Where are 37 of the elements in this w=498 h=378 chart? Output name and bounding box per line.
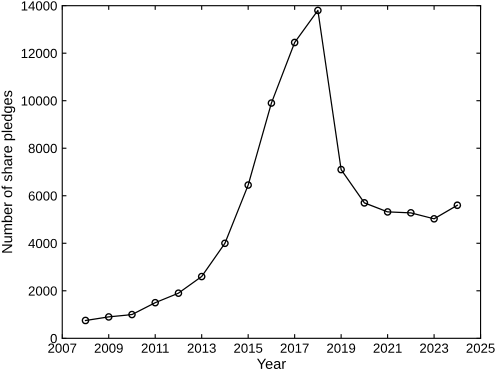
x-tick-label: 2021: [374, 344, 402, 353]
point: [360, 199, 368, 207]
x-tick-label: 2017: [280, 344, 309, 353]
x-axis-title: Year: [256, 358, 286, 369]
y-tick-label: 2000: [28, 286, 57, 296]
point: [151, 298, 160, 306]
point: [128, 310, 136, 318]
point: [290, 38, 298, 46]
point: [174, 289, 182, 297]
x-tick-label: 2025: [466, 344, 495, 353]
x-tick-label: 2019: [327, 344, 356, 353]
point: [198, 272, 206, 280]
y-tick-label: 6000: [28, 191, 57, 201]
x-tick-label: 2023: [420, 344, 448, 353]
y-tick-label: 8000: [28, 144, 57, 154]
point: [82, 316, 90, 324]
y-tick-label: 14000: [22, 1, 57, 11]
x-tick-label: 2007: [48, 344, 76, 353]
y-axis-title: Number of share pledges: [2, 90, 16, 253]
point: [430, 214, 438, 223]
x-tick-label: 2013: [188, 344, 216, 353]
point: [268, 99, 276, 107]
point: [407, 209, 415, 217]
point: [244, 181, 252, 189]
point: [454, 201, 462, 210]
y-tick-label: 4000: [28, 238, 57, 248]
point: [221, 239, 229, 248]
y-tick-label: 12000: [22, 48, 57, 58]
y-tick-label: 0: [50, 334, 57, 344]
x-tick-label: 2011: [142, 344, 169, 353]
point: [104, 313, 113, 321]
point: [314, 6, 322, 14]
y-tick-label: 10000: [22, 96, 57, 106]
point: [337, 166, 345, 174]
x-tick-label: 2009: [94, 344, 123, 353]
point: [384, 208, 392, 216]
x-tick-label: 2015: [234, 344, 262, 353]
